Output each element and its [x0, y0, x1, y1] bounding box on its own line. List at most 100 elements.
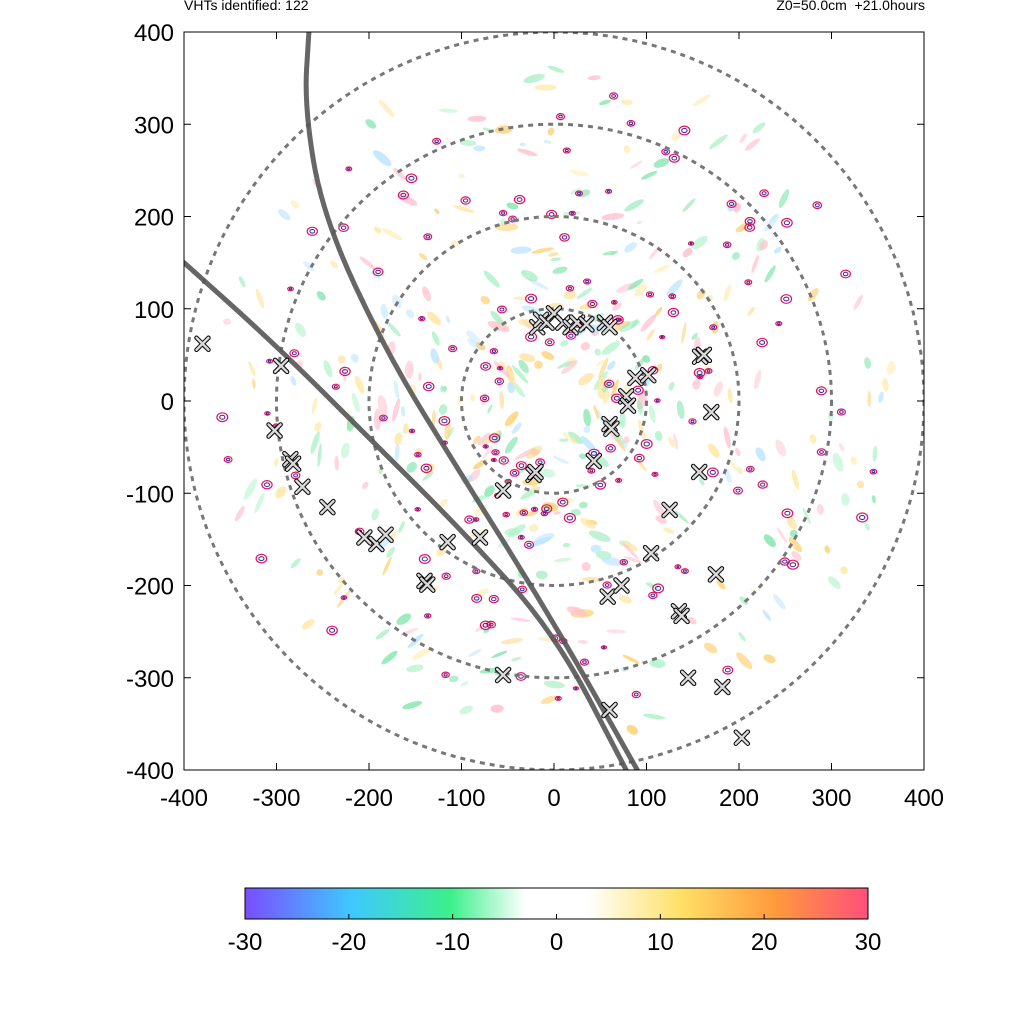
field-blob [736, 466, 743, 474]
contour [397, 190, 409, 200]
field-blob [477, 432, 491, 446]
contour [486, 620, 496, 629]
contour [261, 480, 273, 490]
field-blob [598, 99, 611, 106]
contour [421, 556, 428, 562]
contour [526, 542, 532, 547]
contour [471, 593, 483, 603]
vht-marker [356, 529, 373, 546]
range-ring-100 [460, 307, 648, 495]
contour [690, 419, 695, 424]
contour [416, 508, 420, 511]
contour [306, 226, 318, 236]
contour [484, 445, 488, 448]
contour [859, 515, 866, 520]
field-blob [550, 257, 561, 261]
vht-marker [714, 678, 731, 696]
field-blob [727, 388, 733, 404]
field-blob [290, 375, 297, 386]
field-blob [711, 320, 719, 334]
contour [815, 386, 827, 396]
field-blob [663, 527, 675, 534]
field-blob [603, 390, 610, 404]
field-blob [816, 503, 824, 515]
field-blob [487, 321, 510, 332]
contour [670, 294, 675, 298]
field-blob [311, 397, 318, 415]
field-blob [310, 431, 320, 455]
contour [499, 307, 505, 312]
contour [789, 562, 797, 568]
field-blob [491, 650, 508, 659]
contour [541, 504, 553, 514]
field-blob [476, 588, 490, 596]
field-blob [568, 431, 584, 445]
field-blob [460, 681, 469, 686]
contour [293, 473, 299, 478]
field-blob [314, 422, 322, 432]
field-blob [778, 189, 790, 208]
colorbar-ticks: -30 -20 -10 0 10 20 30 [228, 914, 881, 956]
contour [434, 139, 439, 143]
contour [555, 112, 566, 121]
contour [604, 583, 610, 587]
field-blob [540, 695, 558, 705]
field-blob [707, 443, 720, 458]
contour [746, 225, 753, 230]
vht-count-label: VHTs identified: 122 [184, 0, 309, 13]
field-blob [636, 400, 643, 415]
contour [683, 569, 687, 573]
contour [519, 509, 529, 517]
contour [265, 412, 269, 415]
field-blob [698, 477, 705, 486]
contour [735, 488, 741, 493]
vht-marker [703, 403, 720, 421]
contour [347, 167, 351, 171]
field-blob [484, 485, 495, 497]
contour [496, 379, 502, 384]
field-blob [666, 279, 683, 297]
contour [659, 334, 666, 340]
field-blob [504, 436, 518, 454]
contour [617, 318, 621, 321]
contour [678, 125, 691, 136]
contour [856, 512, 869, 523]
field-blob [788, 536, 803, 553]
contour [647, 292, 653, 297]
contour [493, 450, 498, 454]
field-blob [340, 442, 350, 459]
field-blob [602, 251, 616, 256]
contour [744, 223, 756, 232]
contour [466, 517, 472, 522]
contour [517, 534, 525, 540]
field-blob [791, 469, 800, 490]
field-blob [635, 457, 647, 472]
field-blob [809, 434, 817, 444]
contour [566, 515, 574, 521]
field-blob [406, 664, 424, 673]
contour [418, 553, 431, 564]
contour [612, 314, 624, 325]
field-blob [354, 375, 365, 394]
contour [782, 559, 788, 564]
field-blob [495, 223, 519, 232]
vht-marker [194, 335, 211, 353]
contour [464, 515, 475, 524]
field-blob [668, 381, 675, 391]
contour [655, 585, 662, 591]
contour [784, 510, 791, 516]
field-blob [523, 73, 545, 84]
field-blob [290, 558, 301, 569]
field-blob [534, 360, 543, 369]
contour [610, 299, 618, 305]
contour [759, 189, 769, 198]
contour [530, 506, 539, 512]
field-blob [248, 360, 256, 377]
field-blob [552, 266, 568, 274]
contour [490, 457, 497, 463]
field-blob [504, 411, 519, 427]
field-blob [373, 408, 382, 431]
field-blob [487, 404, 493, 414]
field-blob [373, 226, 382, 234]
contour [333, 385, 338, 389]
